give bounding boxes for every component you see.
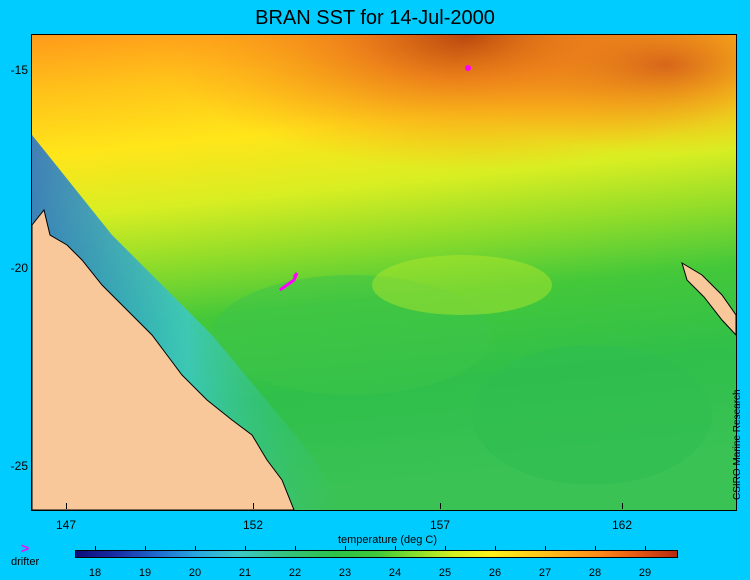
colorbar-tick-mark xyxy=(295,546,296,550)
sst-field xyxy=(32,35,736,510)
colorbar-tick-mark xyxy=(195,546,196,550)
x-tick-mark xyxy=(253,503,254,509)
colorbar-label: temperature (deg C) xyxy=(337,534,438,546)
y-tick-label: -25 xyxy=(10,459,28,473)
colorbar-tick-mark xyxy=(545,546,546,550)
colorbar-tick-mark xyxy=(145,546,146,550)
colorbar-tick-label: 24 xyxy=(388,567,402,579)
x-tick-mark xyxy=(440,503,441,509)
sst-map xyxy=(31,34,737,511)
x-tick-mark xyxy=(66,503,67,509)
drifter-marker xyxy=(465,65,471,71)
colorbar-tick-mark xyxy=(345,546,346,550)
credit-text: CSIRO Marine Research xyxy=(732,389,743,500)
colorbar-tick-mark xyxy=(95,546,96,550)
x-tick-label: 157 xyxy=(429,518,451,532)
colorbar-tick-label: 22 xyxy=(288,567,302,579)
australia-coastline xyxy=(32,208,295,510)
colorbar-tick-label: 19 xyxy=(138,567,152,579)
island-landmass xyxy=(681,261,736,336)
drifter-legend-icon: > xyxy=(21,540,30,556)
x-tick-label: 152 xyxy=(242,518,264,532)
y-tick-label: -20 xyxy=(10,261,28,275)
colorbar-tick-label: 20 xyxy=(188,567,202,579)
x-tick-mark xyxy=(622,503,623,509)
colorbar-tick-label: 18 xyxy=(88,567,102,579)
colorbar-tick-mark xyxy=(245,546,246,550)
colorbar-tick-label: 28 xyxy=(588,567,602,579)
colorbar-tick-mark xyxy=(445,546,446,550)
colorbar-tick-label: 27 xyxy=(538,567,552,579)
chart-title: BRAN SST for 14-Jul-2000 xyxy=(255,7,495,29)
temperature-colorbar xyxy=(75,550,678,558)
y-tick-label: -15 xyxy=(10,63,28,77)
drifter-track xyxy=(279,272,299,292)
colorbar-tick-mark xyxy=(645,546,646,550)
colorbar-tick-label: 21 xyxy=(238,567,252,579)
drifter-legend-label: drifter xyxy=(11,556,40,568)
colorbar-tick-mark xyxy=(595,546,596,550)
x-tick-label: 162 xyxy=(611,518,633,532)
colorbar-tick-label: 23 xyxy=(338,567,352,579)
colorbar-tick-label: 29 xyxy=(638,567,652,579)
x-tick-label: 147 xyxy=(55,518,77,532)
colorbar-tick-label: 25 xyxy=(438,567,452,579)
colorbar-tick-mark xyxy=(395,546,396,550)
colorbar-tick-mark xyxy=(495,546,496,550)
colorbar-tick-label: 26 xyxy=(488,567,502,579)
